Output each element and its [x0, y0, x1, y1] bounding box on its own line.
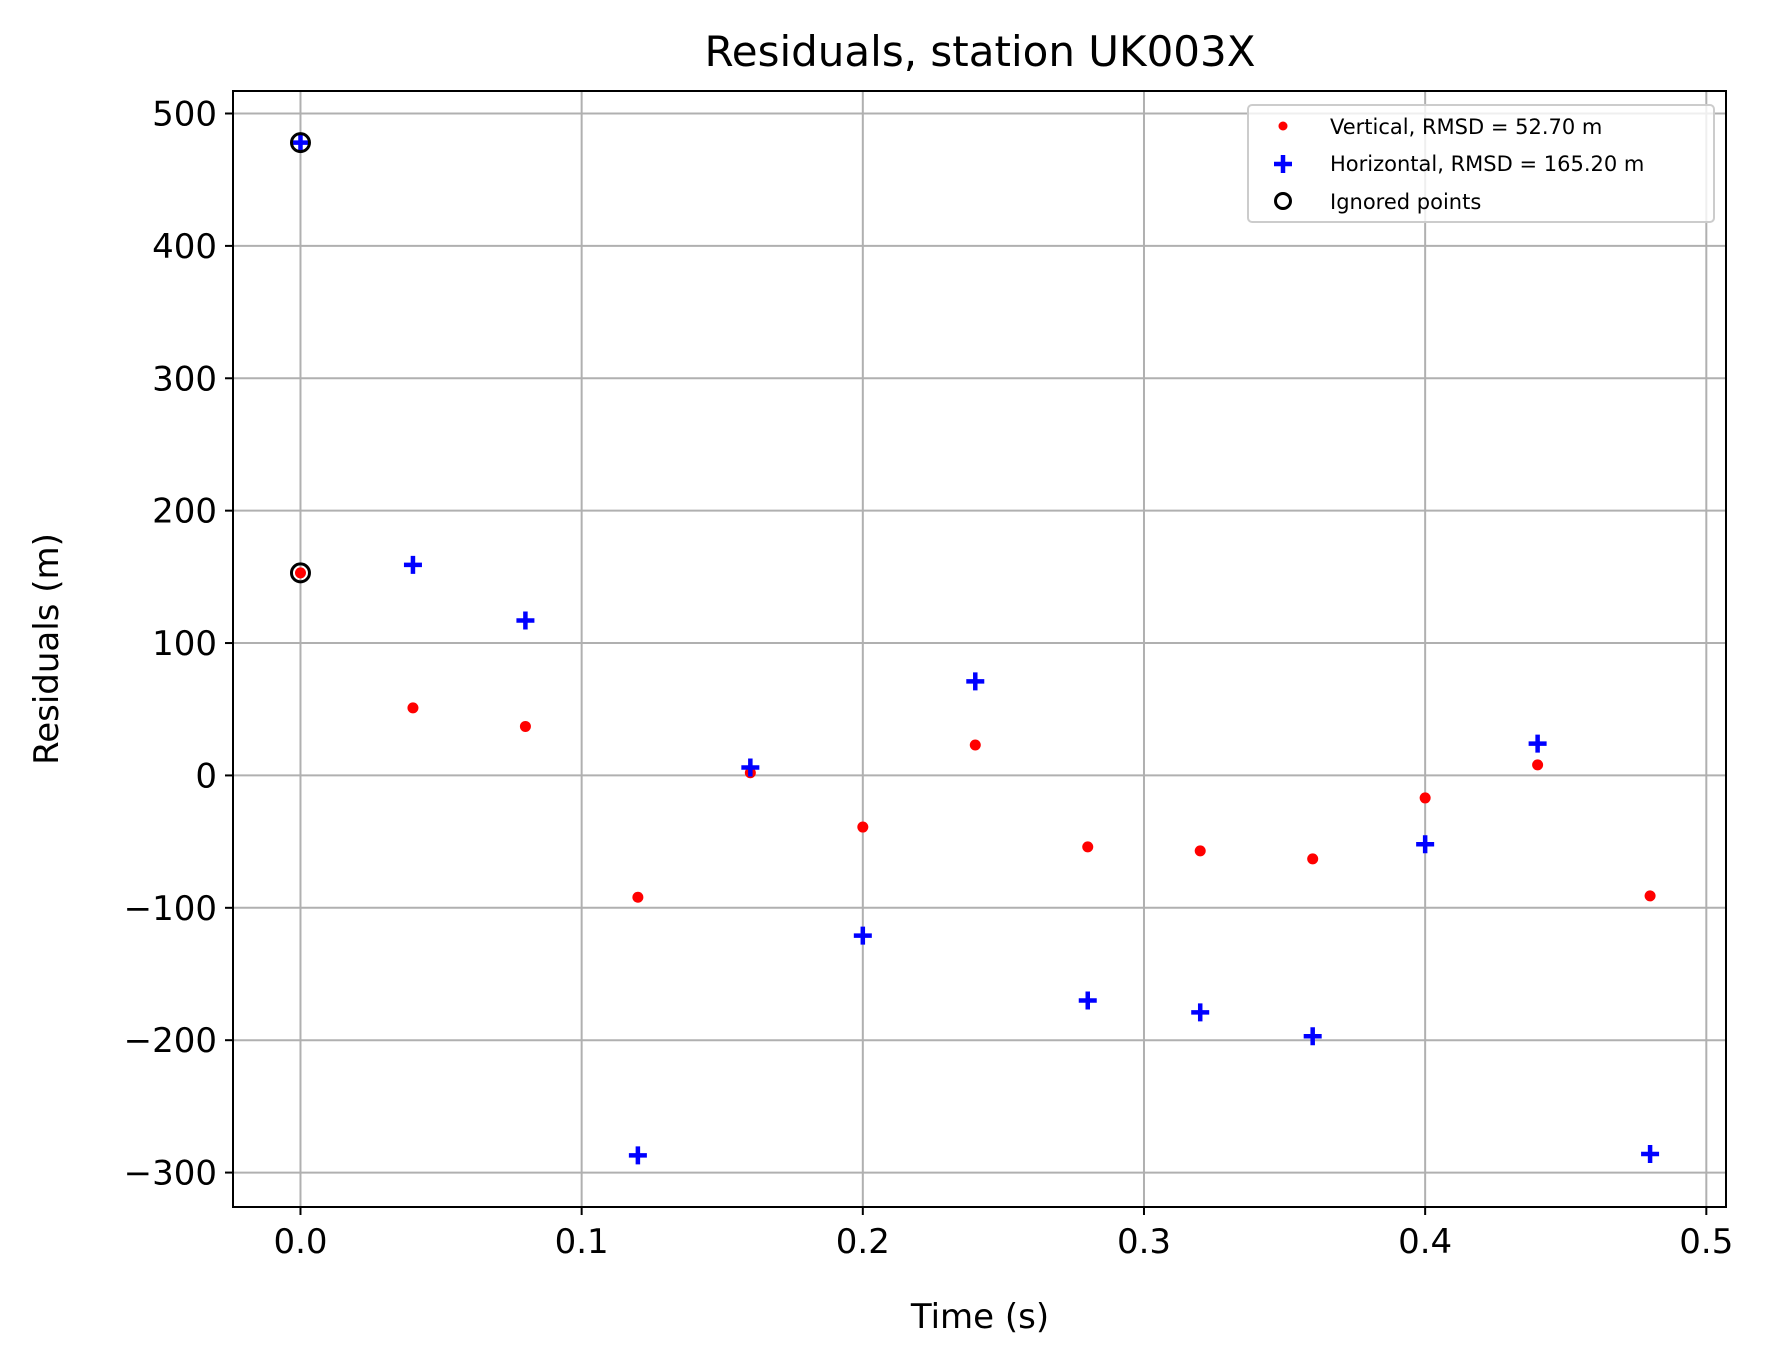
horizontal-residual-point	[291, 133, 310, 152]
x-axis-label: Time (s)	[910, 1297, 1049, 1337]
horizontal-residual-point	[966, 672, 985, 691]
data-points	[289, 132, 1660, 1165]
vertical-residual-point	[407, 702, 419, 714]
y-tick-label: 400	[152, 227, 217, 267]
vertical-residual-point	[294, 567, 306, 579]
y-tick-label: −100	[124, 889, 217, 929]
x-tick-label: 0.4	[1398, 1222, 1452, 1262]
legend-label-horizontal: Horizontal, RMSD = 165.20 m	[1330, 152, 1644, 176]
horizontal-residual-point	[1191, 1003, 1210, 1022]
vertical-residual-point	[857, 821, 869, 833]
plot-frame	[232, 90, 1727, 1208]
horizontal-residual-point	[628, 1146, 647, 1165]
legend-label-ignored: Ignored points	[1330, 190, 1481, 214]
legend-marker-ignored	[1274, 192, 1292, 210]
horizontal-residual-point	[1528, 734, 1547, 753]
x-tick-label: 0.2	[836, 1222, 890, 1262]
horizontal-residual-point	[853, 926, 872, 945]
legend-label-vertical: Vertical, RMSD = 52.70 m	[1330, 115, 1602, 139]
legend-box	[1247, 104, 1715, 223]
vertical-residual-point	[1532, 759, 1544, 771]
y-tick-label: −200	[124, 1021, 217, 1061]
x-tick-label: 0.0	[273, 1222, 327, 1262]
legend-marker-vertical	[1278, 121, 1288, 131]
legend: Vertical, RMSD = 52.70 m Horizontal, RMS…	[1247, 104, 1715, 223]
vertical-residual-point	[1307, 853, 1319, 865]
horizontal-residual-point	[1078, 991, 1097, 1010]
y-tick-label: −300	[124, 1154, 217, 1194]
y-tick-label: 0	[195, 756, 217, 796]
horizontal-residual-point	[403, 555, 422, 574]
horizontal-residual-point	[1416, 835, 1435, 854]
horizontal-residual-point	[1641, 1145, 1660, 1164]
vertical-residual-point	[969, 739, 981, 751]
vertical-residual-point	[1644, 890, 1656, 902]
y-tick-label: 100	[152, 624, 217, 664]
chart-title: Residuals, station UK003X	[704, 27, 1255, 76]
vertical-residual-point	[1082, 841, 1094, 853]
ignored-point-marker	[289, 132, 311, 154]
axis-ticks: 0.0 0.1 0.2 0.3 0.4 0.5 −300 −200 −100 0 100 200 300…	[124, 95, 1734, 1262]
y-tick-label: 200	[152, 492, 217, 532]
legend-marker-horizontal	[1274, 155, 1292, 173]
vertical-residual-point	[632, 891, 644, 903]
x-tick-label: 0.1	[555, 1222, 609, 1262]
y-axis-label: Residuals (m)	[27, 533, 67, 765]
grid-lines	[233, 91, 1726, 1207]
x-tick-label: 0.5	[1679, 1222, 1733, 1262]
horizontal-residual-point	[516, 611, 535, 630]
vertical-residual-point	[1419, 792, 1431, 804]
vertical-residual-point	[519, 720, 531, 732]
vertical-residual-point	[1194, 845, 1206, 857]
x-tick-label: 0.3	[1117, 1222, 1171, 1262]
horizontal-residual-point	[741, 758, 760, 777]
horizontal-residual-point	[1303, 1027, 1322, 1046]
y-tick-label: 300	[152, 359, 217, 399]
ignored-point-marker	[289, 562, 311, 584]
y-tick-label: 500	[152, 95, 217, 135]
